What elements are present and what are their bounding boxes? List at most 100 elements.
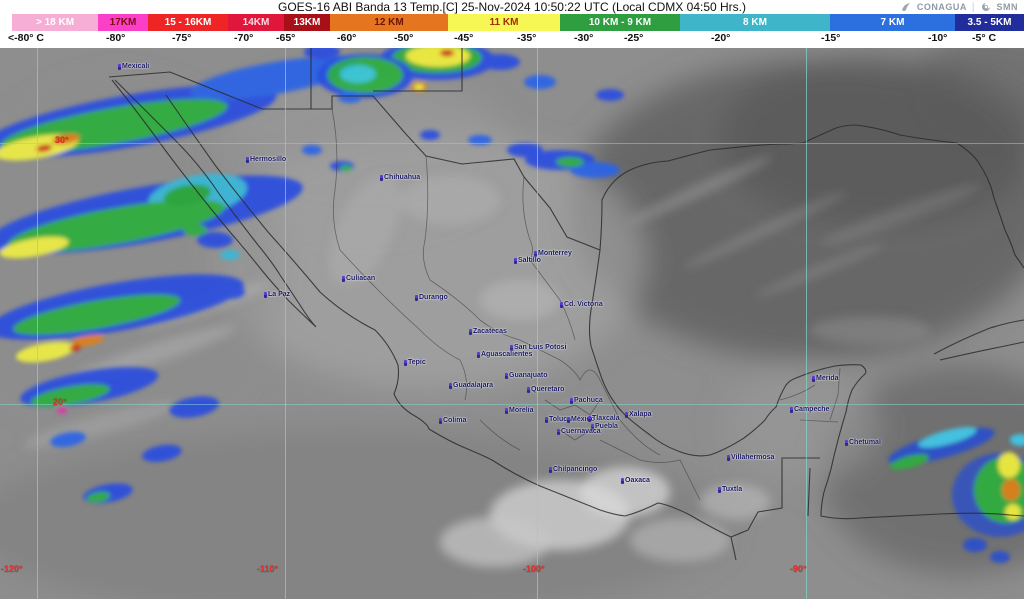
city-label-tepic: Tepic	[404, 359, 426, 366]
city-label-morelia: Morelia	[505, 407, 534, 414]
logo-divider: |	[971, 1, 975, 13]
city-name: San Luis Potosi	[514, 344, 567, 351]
longitude-gridline	[285, 48, 286, 599]
city-name: Cd. Victoria	[564, 301, 603, 308]
legend-segment: 17KM	[98, 14, 148, 31]
city-name: Merida	[816, 375, 839, 382]
city-label-mexicali: Mexicali	[118, 63, 149, 70]
conagua-logo: CONAGUA	[916, 2, 967, 12]
city-marker-icon	[380, 175, 383, 181]
city-marker-icon	[527, 387, 530, 393]
city-name: Oaxaca	[625, 477, 650, 484]
smn-logo: SMN	[996, 2, 1018, 12]
city-marker-icon	[845, 440, 848, 446]
legend-segment: 13KM	[284, 14, 330, 31]
city-marker-icon	[264, 292, 267, 298]
longitude-gridline	[37, 48, 38, 599]
longitude-label: -120°	[1, 564, 23, 574]
altitude-legend: > 18 KM 17KM 15 - 16KM 14KM 13KM 12 KM 11 KM 10…	[0, 14, 1024, 31]
city-label-durango: Durango	[415, 294, 448, 301]
city-name: Monterrey	[538, 250, 572, 257]
city-marker-icon	[510, 345, 513, 351]
legend-lead-space	[0, 14, 12, 31]
city-name: Villahermosa	[731, 454, 775, 461]
city-marker-icon	[118, 64, 121, 70]
latitude-gridline	[0, 404, 1024, 405]
city-marker-icon	[415, 295, 418, 301]
latitude-gridline	[0, 143, 1024, 144]
city-name: Tuxtla	[722, 486, 743, 493]
city-label-pachuca: Pachuca	[570, 397, 603, 404]
city-name: Chetumal	[849, 439, 881, 446]
convective-clouds-nw	[0, 56, 358, 504]
city-name: Cuernavaca	[561, 428, 601, 435]
city-name: Toluca	[549, 416, 572, 423]
convective-clouds-se	[888, 426, 1024, 563]
city-name: La Paz	[268, 291, 291, 298]
city-label-toluca: Toluca	[545, 416, 571, 423]
page-title: GOES-16 ABI Banda 13 Temp.[C] 25-Nov-202…	[278, 0, 746, 14]
legend-segment: 15 - 16KM	[148, 14, 228, 31]
city-label-hermosillo: Hermosillo	[246, 156, 286, 163]
base-tones	[0, 30, 1024, 599]
temperature-scale: <-80° C -80° -75° -70° -65° -60° -50° -45° -35° -…	[0, 31, 1024, 48]
city-marker-icon	[514, 258, 517, 264]
latitude-label: 20°	[53, 397, 67, 407]
city-marker-icon	[727, 455, 730, 461]
city-label-chilpancingo: Chilpancingo	[549, 466, 597, 473]
city-label-chetumal: Chetumal	[845, 439, 881, 446]
city-label-colima: Colima	[439, 417, 466, 424]
city-marker-icon	[545, 417, 548, 423]
city-label-queretaro: Queretaro	[527, 386, 564, 393]
temperature-label: -35°	[517, 32, 537, 44]
legend-segment: > 18 KM	[12, 14, 98, 31]
legend-segment: 8 KM	[680, 14, 830, 31]
smn-cyclone-icon	[981, 3, 990, 11]
legend-segment: 10 KM - 9 KM	[560, 14, 680, 31]
city-name: Xalapa	[629, 411, 652, 418]
city-name: Puebla	[595, 423, 618, 430]
longitude-label: -110°	[257, 564, 279, 574]
city-marker-icon	[591, 424, 594, 430]
city-label-merida: Merida	[812, 375, 839, 382]
city-marker-icon	[505, 373, 508, 379]
city-name: Colima	[443, 417, 467, 424]
city-marker-icon	[449, 383, 452, 389]
city-marker-icon	[570, 398, 573, 404]
city-name: Morelia	[509, 407, 534, 414]
city-name: Zacatecas	[473, 328, 507, 335]
city-name: Tlaxcala	[592, 415, 620, 422]
city-marker-icon	[477, 352, 480, 358]
city-name: México	[571, 416, 595, 423]
temperature-label: -80°	[106, 32, 126, 44]
conagua-icon	[901, 2, 910, 11]
city-marker-icon	[567, 417, 570, 423]
city-marker-icon	[621, 478, 624, 484]
title-bar: GOES-16 ABI Banda 13 Temp.[C] 25-Nov-202…	[0, 0, 1024, 14]
city-marker-icon	[718, 487, 721, 493]
city-marker-icon	[812, 376, 815, 382]
city-marker-icon	[439, 418, 442, 424]
legend-segment: 12 KM	[330, 14, 448, 31]
city-name: Chilpancingo	[553, 466, 598, 473]
city-name: Chihuahua	[384, 174, 421, 181]
temperature-label: -15°	[821, 32, 841, 44]
city-label-xalapa: Xalapa	[625, 411, 652, 418]
state-borders	[331, 108, 841, 501]
city-label-oaxaca: Oaxaca	[621, 477, 650, 484]
temperature-label: -75°	[172, 32, 192, 44]
city-label-cuernavaca: Cuernavaca	[557, 428, 601, 435]
city-name: Saltillo	[518, 257, 541, 264]
legend-segment: 7 KM	[830, 14, 955, 31]
coastline-borders	[108, 48, 1024, 561]
city-label-la-paz: La Paz	[264, 291, 290, 298]
city-name: Mexicali	[122, 63, 150, 70]
city-marker-icon	[557, 429, 560, 435]
temperature-label: -65°	[276, 32, 296, 44]
temperature-label: <-80° C	[8, 32, 45, 44]
city-marker-icon	[342, 276, 345, 282]
temperature-label: -50°	[394, 32, 414, 44]
longitude-label: -100°	[523, 564, 545, 574]
